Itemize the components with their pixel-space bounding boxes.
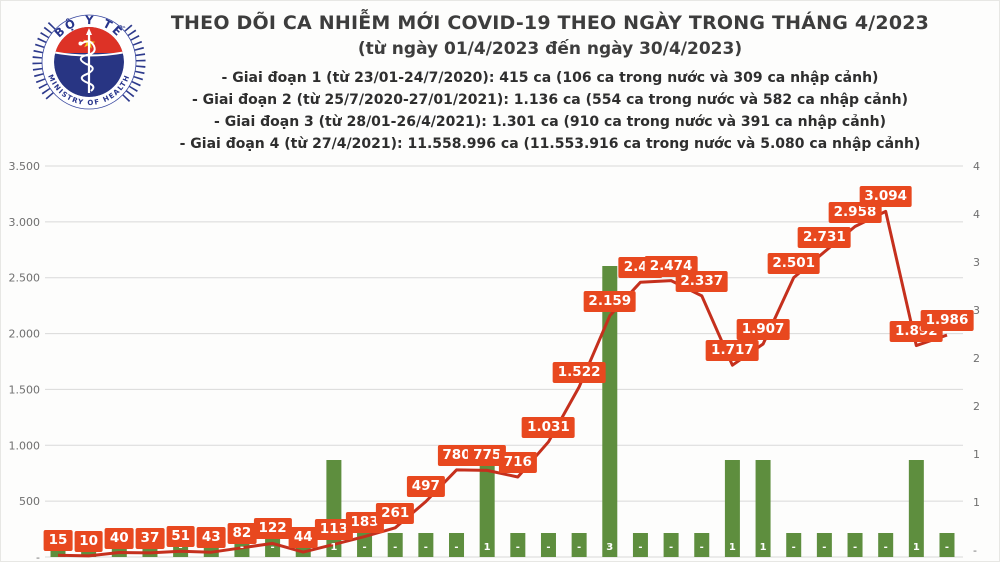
right-axis-tick-label: 2 (973, 352, 980, 365)
bar-day-12 (387, 533, 403, 557)
right-axis-tick-label: 1 (973, 496, 980, 509)
left-axis-tick-label: 2.500 (9, 272, 41, 285)
bar-day-29 (908, 460, 924, 557)
left-axis-tick-label: 500 (19, 495, 40, 508)
gridlines: 3.500 3.000 2.500 2.000 1.500 1.000 500 - (9, 160, 963, 562)
bar-value-label-day-15: 1 (484, 542, 491, 553)
bar-value-label-day-18: - (577, 542, 581, 553)
bar-day-22 (694, 533, 710, 557)
logo-emblem: ★ (54, 27, 124, 97)
bar-day-18 (571, 533, 587, 557)
bar-day-26 (816, 533, 832, 557)
bar-value-label-day-23: 1 (729, 542, 736, 553)
bar-day-20 (632, 533, 648, 557)
bar-value-label-day-10: 1 (330, 542, 337, 553)
bar-value-label-day-22: - (700, 542, 704, 553)
bar-day-15 (479, 460, 495, 557)
right-axis-tick-label: 3 (973, 304, 980, 317)
bar-day-27 (847, 533, 863, 557)
right-axis-tick-label: 4 (973, 208, 980, 221)
phase-notes: - Giai đoạn 1 (từ 23/01-24/7/2020): 415 … (140, 67, 960, 155)
right-axis-tick-label: 4 (973, 160, 980, 173)
bar-value-label-day-19: 3 (606, 542, 613, 553)
left-axis-tick-label: 2.000 (9, 328, 41, 341)
bar-day-16 (510, 533, 526, 557)
phase-note-1: - Giai đoạn 1 (từ 23/01-24/7/2020): 415 … (221, 70, 879, 86)
bar-value-label-day-3: - (117, 542, 121, 553)
bar-day-19 (602, 266, 618, 557)
page-title: THEO DÕI CA NHIỄM MỚI COVID-19 THEO NGÀY… (170, 12, 930, 34)
bar-value-label-day-6: - (209, 542, 213, 553)
bar-value-label-day-12: - (393, 542, 397, 553)
bar-day-21 (663, 533, 679, 557)
right-axis-tick-label: 3 (973, 256, 980, 269)
right-axis-tick-label: 2 (973, 400, 980, 413)
left-axis-tick-label: - (36, 551, 40, 562)
left-axis-tick-label: 1.500 (9, 383, 41, 396)
page-subtitle: (từ ngày 01/4/2023 đến ngày 30/4/2023) (357, 39, 743, 59)
left-axis-tick-label: 3.000 (9, 216, 41, 229)
bar-value-label-day-29: 1 (913, 542, 920, 553)
bar-day-13 (418, 533, 434, 557)
bar-day-17 (540, 533, 556, 557)
left-axis-tick-label: 3.500 (9, 160, 41, 173)
bar-value-label-day-27: - (853, 542, 857, 553)
bar-day-24 (755, 460, 771, 557)
bar-value-label-day-4: - (148, 542, 152, 553)
bar-day-14 (449, 533, 465, 557)
bar-day-25 (786, 533, 802, 557)
bar-day-23 (724, 460, 740, 557)
bar-value-label-day-8: - (271, 542, 275, 553)
bar-value-label-day-13: - (424, 542, 428, 553)
bar-value-label-day-9: - (301, 542, 305, 553)
right-axis-tick-label: - (973, 544, 977, 557)
bar-series (50, 266, 955, 557)
bar-value-label-day-30: - (945, 542, 949, 553)
bar-value-label-day-28: - (884, 542, 888, 553)
chart-header: THEO DÕI CA NHIỄM MỚI COVID-19 THEO NGÀY… (140, 12, 960, 155)
bar-day-30 (939, 533, 955, 557)
logo-rays (32, 22, 146, 102)
phase-note-3: - Giai đoạn 3 (từ 28/01-26/4/2021): 1.30… (214, 114, 886, 130)
bar-value-label-day-25: - (792, 542, 796, 553)
bar-value-label-day-17: - (546, 542, 550, 553)
ministry-of-health-logo: ★ BỘ Y TẾ MINISTRY OF HEALTH (32, 13, 146, 110)
right-axis: 4 4 3 3 2 2 1 1 - (973, 160, 980, 557)
bar-value-label-day-14: - (454, 542, 458, 553)
bar-value-label-day-5: - (179, 542, 183, 553)
right-axis-tick-label: 1 (973, 448, 980, 461)
bar-value-label-day-16: - (516, 542, 520, 553)
bar-value-label-day-1: - (56, 542, 60, 553)
phase-note-4: - Giai đoạn 4 (từ 27/4/2021): 11.558.996… (179, 136, 921, 152)
bar-value-label-day-7: - (240, 542, 244, 553)
bar-value-label-day-21: - (669, 542, 673, 553)
bar-value-label-day-26: - (822, 542, 826, 553)
left-axis-tick-label: 1.000 (9, 439, 41, 452)
bar-value-label-day-24: 1 (760, 542, 767, 553)
bar-value-label-day-2: - (87, 542, 91, 553)
line-series (57, 209, 948, 558)
bar-value-label-day-11: - (362, 542, 366, 553)
rod-of-asclepius-icon (78, 28, 96, 93)
bar-day-28 (878, 533, 894, 557)
phase-note-2: - Giai đoạn 2 (từ 25/7/2020-27/01/2021):… (191, 92, 909, 108)
bar-value-label-day-20: - (638, 542, 642, 553)
